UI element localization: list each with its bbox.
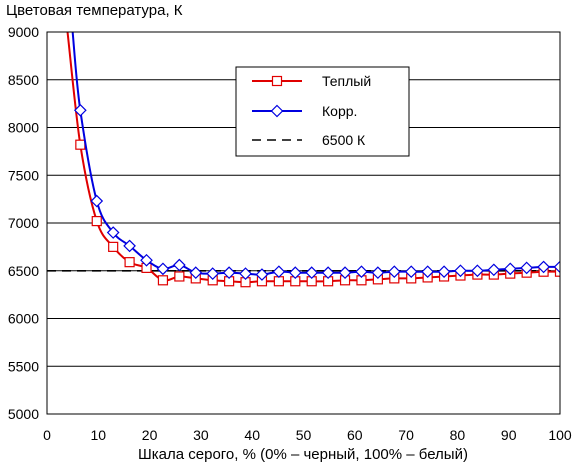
data-point <box>206 267 220 280</box>
series-layer <box>47 32 560 288</box>
data-point <box>140 253 153 267</box>
legend-label: Теплый <box>322 73 371 89</box>
x-tick-label: 80 <box>450 427 466 443</box>
x-tick-label: 100 <box>548 427 572 443</box>
data-point <box>270 104 284 118</box>
data-point <box>90 194 104 208</box>
data-point <box>554 266 560 277</box>
legend-label: 6500 К <box>322 132 366 148</box>
x-axis-title: Шкала серого, % (0% – черный, 100% – бел… <box>138 446 468 463</box>
x-tick-label: 50 <box>296 427 312 443</box>
legend-entry: 6500 К <box>252 132 366 148</box>
y-tick-label: 9000 <box>8 24 39 40</box>
y-axis-title: Цветовая температура, К <box>6 2 183 19</box>
data-point <box>106 226 120 239</box>
data-point <box>271 75 283 87</box>
y-tick-label: 8000 <box>8 120 39 136</box>
y-tick-label: 5500 <box>8 358 39 374</box>
data-point <box>156 262 170 276</box>
plot-frame <box>46 31 561 415</box>
data-point <box>123 239 136 253</box>
y-tick-labels: 5000 5500 6000 6500 7000 7500 8000 8500 9000 <box>8 24 39 422</box>
legend-label: Корр. <box>322 103 357 119</box>
data-point <box>471 264 484 278</box>
legend-entry: Теплый <box>252 73 371 89</box>
data-point <box>173 258 186 272</box>
data-point <box>437 265 451 279</box>
data-point <box>520 261 534 275</box>
x-tick-label: 10 <box>91 427 107 443</box>
data-point <box>288 266 302 280</box>
legend-entry: Корр. <box>252 103 357 119</box>
data-point <box>239 267 252 280</box>
x-tick-labels: 0 10 20 30 40 50 60 70 80 90 100 <box>43 427 572 443</box>
data-point <box>73 103 87 117</box>
x-tick-label: 60 <box>347 427 363 443</box>
data-point <box>108 241 119 252</box>
x-tick-label: 20 <box>142 427 158 443</box>
x-tick-label: 40 <box>244 427 260 443</box>
series-1 <box>71 32 560 281</box>
data-point <box>338 266 352 280</box>
data-point <box>255 268 269 281</box>
y-tick-label: 7000 <box>8 215 39 231</box>
y-tick-label: 6000 <box>8 311 39 327</box>
y-tick-label: 7500 <box>8 167 39 183</box>
data-point <box>503 262 517 276</box>
data-point <box>355 265 368 279</box>
data-point <box>553 260 560 274</box>
data-point <box>371 266 385 280</box>
x-tick-label: 0 <box>43 427 51 443</box>
data-point <box>272 265 286 279</box>
data-point <box>487 263 501 277</box>
x-tick-label: 30 <box>193 427 209 443</box>
data-point <box>174 271 185 282</box>
data-point <box>124 257 135 268</box>
data-point <box>404 265 418 279</box>
data-point <box>157 275 169 286</box>
y-tick-label: 5000 <box>8 406 39 422</box>
data-point <box>421 265 434 279</box>
x-tick-label: 70 <box>398 427 414 443</box>
data-point <box>387 265 401 279</box>
legend-entries: Теплый Корр. 6500 К <box>252 73 371 148</box>
y-tick-label: 8500 <box>8 72 39 88</box>
data-point <box>91 215 102 227</box>
data-point <box>222 266 236 280</box>
x-tick-label: 90 <box>501 427 517 443</box>
legend: Теплый Корр. 6500 К <box>235 66 410 157</box>
data-point <box>273 276 284 287</box>
data-point <box>75 139 86 150</box>
data-point <box>537 260 550 274</box>
data-point <box>454 264 467 278</box>
data-point <box>305 266 319 280</box>
data-point <box>189 266 203 280</box>
data-point <box>321 266 335 280</box>
y-tick-label: 6500 <box>8 263 39 279</box>
